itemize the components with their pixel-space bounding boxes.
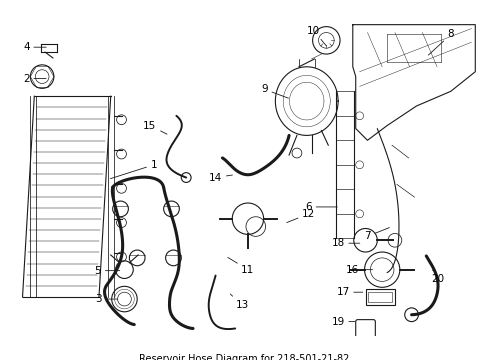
Bar [368, 292, 391, 302]
Text: 18: 18 [331, 238, 359, 248]
Text: 17: 17 [336, 287, 362, 297]
Text: 3: 3 [95, 294, 118, 304]
Text: 8: 8 [427, 30, 453, 55]
Text: 10: 10 [306, 26, 326, 46]
Text: 13: 13 [230, 294, 248, 310]
Text: 14: 14 [208, 172, 232, 183]
Text: 4: 4 [23, 42, 46, 52]
Text: 16: 16 [346, 265, 372, 275]
Text: 6: 6 [305, 202, 337, 212]
Text: 1: 1 [110, 160, 157, 179]
Text: 5: 5 [95, 266, 120, 276]
Text: 19: 19 [331, 316, 354, 327]
Text: Reservoir Hose Diagram for 218-501-21-82: Reservoir Hose Diagram for 218-501-21-82 [139, 354, 349, 360]
Text: 20: 20 [430, 270, 444, 284]
Bar [365, 289, 394, 305]
Text: 7: 7 [364, 228, 388, 241]
Text: 15: 15 [143, 121, 167, 134]
Text: 12: 12 [286, 209, 315, 222]
Text: 9: 9 [261, 84, 288, 98]
Text: 11: 11 [227, 257, 254, 275]
Text: 2: 2 [23, 73, 46, 84]
